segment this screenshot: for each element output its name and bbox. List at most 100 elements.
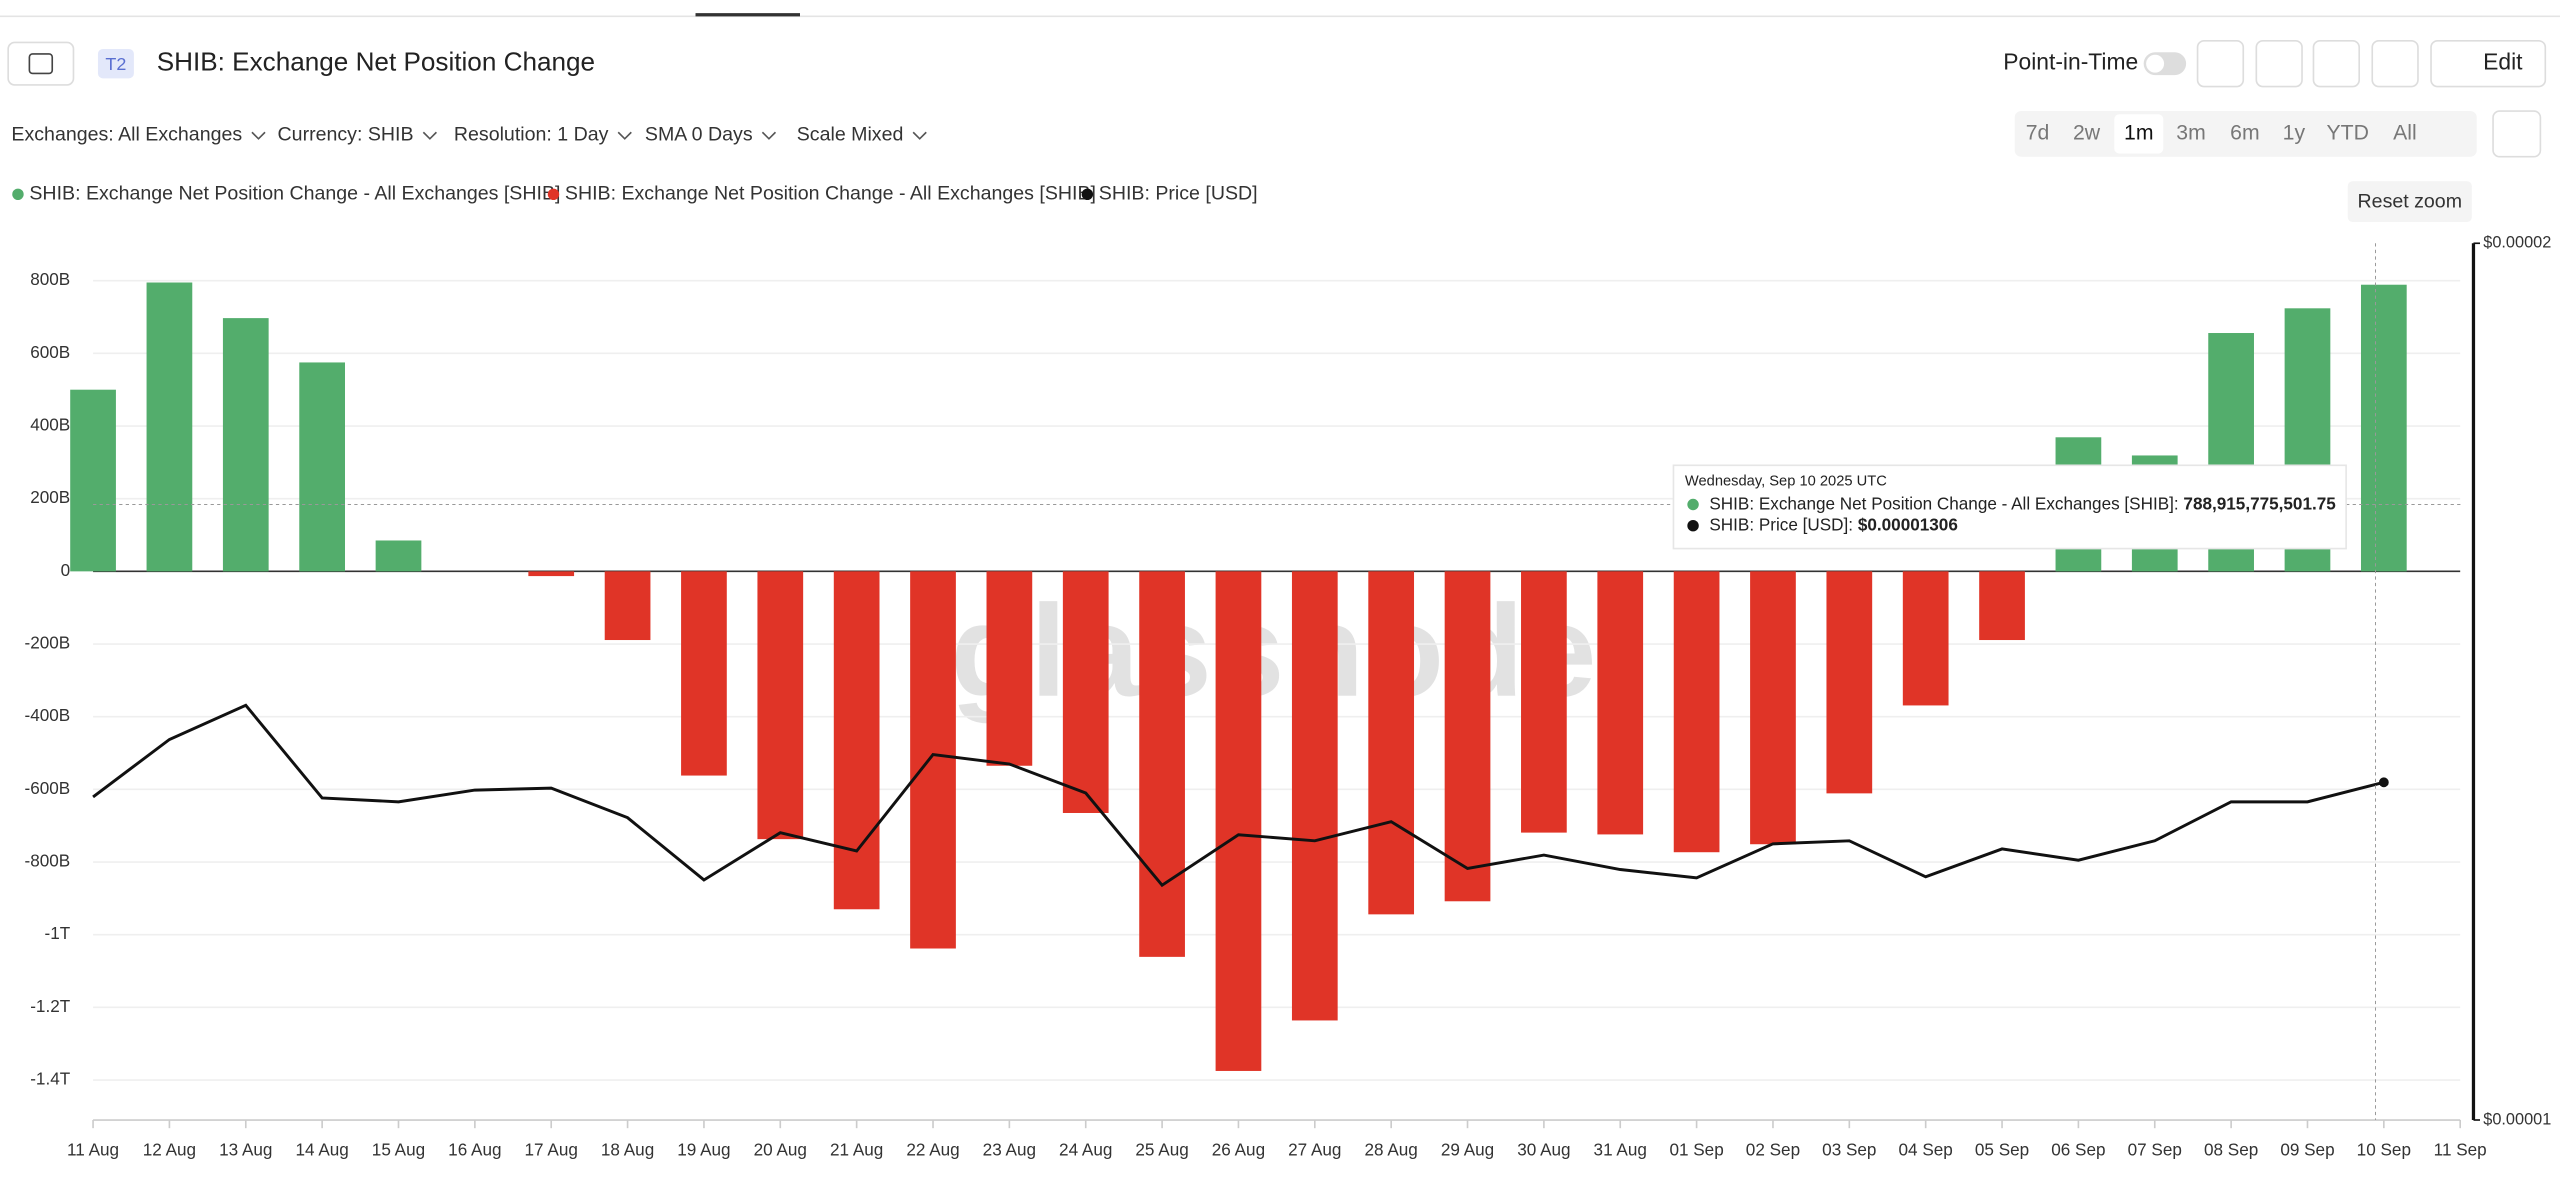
x-tick-label: 23 Aug <box>983 1140 1036 1160</box>
legend-label[interactable]: SHIB: Exchange Net Position Change - All… <box>565 182 1096 204</box>
filter[interactable]: SMA 0 Days <box>645 124 753 146</box>
range-active <box>2114 114 2164 154</box>
bar[interactable] <box>757 571 804 840</box>
chevron <box>422 131 437 140</box>
bar[interactable] <box>1597 571 1644 835</box>
chevron <box>912 131 927 140</box>
bar[interactable] <box>375 540 422 572</box>
bar[interactable] <box>528 571 575 577</box>
hover-point <box>2378 777 2389 788</box>
x-tick-label: 27 Aug <box>1288 1140 1341 1160</box>
tooltip: Wednesday, Sep 10 2025 UTC SHIB: Exchang… <box>1672 464 2347 550</box>
bar[interactable] <box>1902 571 1949 706</box>
y2-tick-label: $0.00002 <box>2483 234 2551 252</box>
y-tick-label: 800B <box>30 269 70 289</box>
sidebar-icon <box>28 53 54 75</box>
bar[interactable] <box>1444 571 1491 902</box>
range-button[interactable]: 1y <box>2283 121 2306 144</box>
bar[interactable] <box>1979 571 2025 641</box>
x-tick-label: 11 Sep <box>2434 1140 2487 1160</box>
tooltip-row: SHIB: Exchange Net Position Change - All… <box>1709 493 2336 513</box>
y-tick-label: -1.2T <box>30 996 71 1016</box>
bar[interactable] <box>70 389 116 572</box>
y-tick-label: 600B <box>30 342 70 362</box>
copy-button[interactable] <box>2371 40 2419 88</box>
filter[interactable]: Exchanges: All Exchanges <box>11 124 242 146</box>
range-button[interactable]: 6m <box>2230 121 2259 144</box>
calendar-button[interactable] <box>2492 110 2542 158</box>
x-tick-label: 21 Aug <box>830 1140 883 1160</box>
x-tick-label: 09 Sep <box>2280 1140 2334 1160</box>
x-tick-label: 30 Aug <box>1517 1140 1570 1160</box>
bar[interactable] <box>681 571 727 776</box>
chevron <box>761 131 777 140</box>
x-tick-label: 26 Aug <box>1212 1140 1265 1160</box>
x-tick-label: 06 Sep <box>2051 1140 2105 1160</box>
tooltip-value: 788,915,775,501.75 <box>2183 493 2336 513</box>
bar[interactable] <box>222 318 269 572</box>
bar[interactable] <box>1215 571 1262 1071</box>
y-tick-label: 400B <box>30 415 70 435</box>
bar[interactable] <box>1750 571 1796 845</box>
y-tick-label: -400B <box>25 705 71 725</box>
legend-label[interactable]: SHIB: Exchange Net Position Change - All… <box>29 182 560 204</box>
legend-label[interactable]: SHIB: Price [USD] <box>1099 182 1258 204</box>
range-button[interactable]: All <box>2393 121 2417 144</box>
watermark: glassnode <box>950 578 1596 724</box>
x-tick-label: 24 Aug <box>1059 1140 1112 1160</box>
tooltip-row: SHIB: Price [USD]: $0.00001306 <box>1709 514 1957 534</box>
legend-dot <box>1081 188 1094 201</box>
edit-button[interactable] <box>2430 40 2547 88</box>
y-tick-label: 0 <box>61 560 71 580</box>
filter[interactable]: Resolution: 1 Day <box>454 124 609 146</box>
alert-button[interactable] <box>2255 40 2303 88</box>
range-button[interactable]: 1m <box>2124 121 2153 144</box>
bar[interactable] <box>299 362 345 572</box>
x-tick-label: 25 Aug <box>1135 1140 1188 1160</box>
bar[interactable] <box>1673 571 1720 853</box>
page-title: SHIB: Exchange Net Position Change <box>157 47 595 77</box>
x-tick-label: 05 Sep <box>1975 1140 2029 1160</box>
range-button[interactable]: 2w <box>2073 121 2101 144</box>
x-tick-label: 31 Aug <box>1594 1140 1647 1160</box>
x-tick-label: 15 Aug <box>372 1140 425 1160</box>
bar[interactable] <box>1826 571 1873 794</box>
range-button[interactable]: 7d <box>2026 121 2050 144</box>
bar[interactable] <box>1291 571 1338 1021</box>
x-tick-label: 18 Aug <box>601 1140 654 1160</box>
price-line <box>92 703 2385 888</box>
tooltip-label: SHIB: Exchange Net Position Change - All… <box>1709 493 2178 513</box>
bar[interactable] <box>2360 284 2407 572</box>
sidebar-button[interactable] <box>7 41 75 86</box>
x-tick-label: 02 Sep <box>1746 1140 1800 1160</box>
filter[interactable]: Scale Mixed <box>797 124 904 146</box>
share-button[interactable] <box>2312 40 2360 88</box>
x-tick-label: 20 Aug <box>754 1140 807 1160</box>
point-in-time-label: Point-in-Time <box>2003 49 2138 75</box>
legend-dot <box>547 188 560 201</box>
y-tick-label: -1T <box>45 923 71 943</box>
bar[interactable] <box>1521 571 1567 833</box>
filter[interactable]: Currency: SHIB <box>278 124 414 146</box>
bar[interactable] <box>1368 571 1415 915</box>
bar[interactable] <box>146 282 193 572</box>
bar[interactable] <box>1062 571 1109 813</box>
range-button[interactable]: 3m <box>2176 121 2205 144</box>
y-tick-label: -1.4T <box>30 1069 71 1089</box>
bar[interactable] <box>604 571 651 641</box>
star-button[interactable] <box>2196 40 2245 88</box>
y2-tick-label: $0.00001 <box>2483 1110 2551 1128</box>
reset-zoom: Reset zoom <box>2358 191 2462 213</box>
legend-dot <box>12 188 24 201</box>
x-tick-label: 17 Aug <box>525 1140 578 1160</box>
range-button[interactable]: YTD <box>2327 121 2369 144</box>
tooltip-box <box>1672 464 2347 550</box>
bar[interactable] <box>1139 571 1185 957</box>
bar[interactable] <box>986 571 1033 766</box>
x-tick-label: 14 Aug <box>295 1140 348 1160</box>
bar[interactable] <box>910 571 956 949</box>
x-tick-label: 13 Aug <box>219 1140 272 1160</box>
bar[interactable] <box>833 571 880 910</box>
reset-zoom-button[interactable] <box>2347 181 2472 223</box>
